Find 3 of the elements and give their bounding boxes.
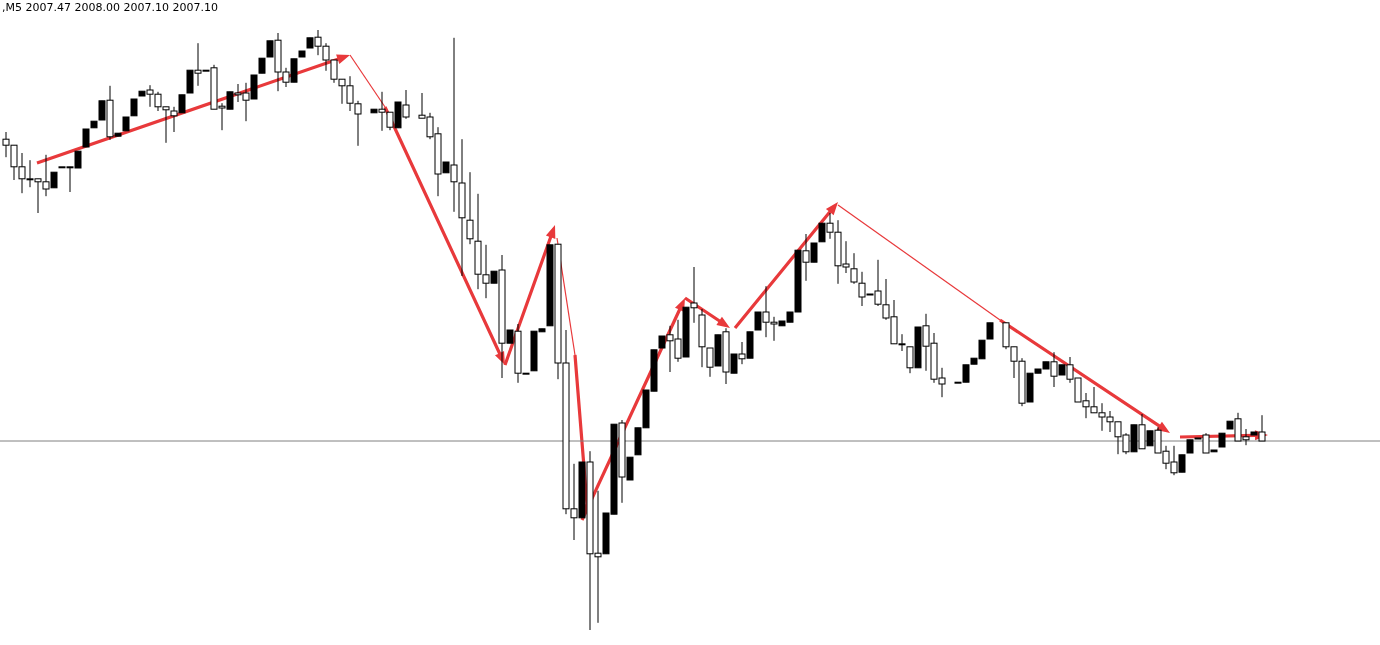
candlestick	[466, 171, 474, 245]
candlestick	[850, 252, 858, 285]
chart-title: ,M5 2007.47 2008.00 2007.10 2007.10	[2, 1, 218, 14]
